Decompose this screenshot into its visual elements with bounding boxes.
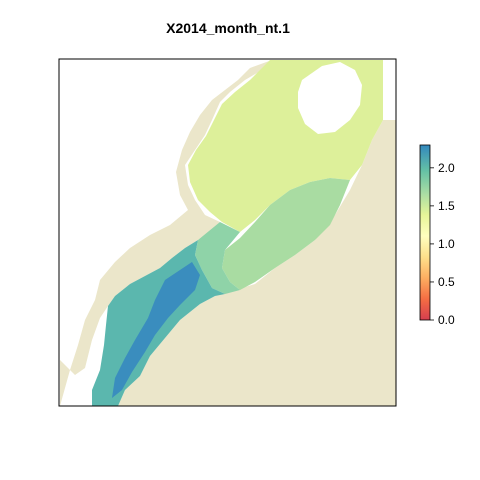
shelf-transition-zone bbox=[195, 222, 240, 294]
no-data-patch bbox=[298, 62, 362, 134]
legend-ticks: 0.0 0.5 1.0 1.5 2.0 bbox=[430, 161, 455, 327]
georges-bank-zone bbox=[222, 178, 350, 290]
high-value-core bbox=[112, 262, 200, 398]
legend-tick-label: 1.5 bbox=[438, 199, 455, 213]
legend-colorbar bbox=[419, 144, 431, 321]
plot-title: X2014_month_nt.1 bbox=[166, 20, 290, 36]
legend-tick-label: 2.0 bbox=[438, 161, 455, 175]
offshore-land-region bbox=[118, 120, 396, 406]
coastline-land bbox=[60, 60, 272, 406]
legend: 0.0 0.5 1.0 1.5 2.0 bbox=[419, 144, 455, 327]
legend-tick-label: 0.5 bbox=[438, 275, 455, 289]
legend-tick-label: 0.0 bbox=[438, 313, 455, 327]
map-panel-frame bbox=[58, 58, 397, 407]
legend-tick-label: 1.0 bbox=[438, 237, 455, 251]
